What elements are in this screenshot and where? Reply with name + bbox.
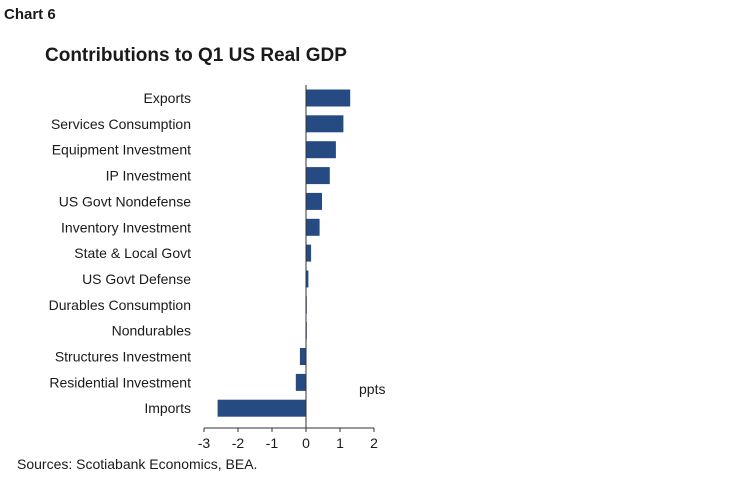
category-label: Durables Consumption xyxy=(49,297,191,313)
category-label: Exports xyxy=(144,90,191,106)
x-tick-label: -3 xyxy=(198,435,211,451)
category-label: State & Local Govt xyxy=(74,245,191,261)
bar xyxy=(306,218,320,236)
unit-label: ppts xyxy=(359,381,385,397)
bar xyxy=(306,115,344,133)
category-label: Residential Investment xyxy=(49,374,191,390)
bar xyxy=(306,244,312,262)
bar xyxy=(295,373,306,391)
category-label: Services Consumption xyxy=(51,116,191,132)
category-label: Nondurables xyxy=(112,323,191,339)
bar xyxy=(306,141,336,159)
category-label: US Govt Defense xyxy=(82,271,191,287)
chart-label: Chart 6 xyxy=(4,6,56,23)
bar xyxy=(306,167,330,185)
category-label: Imports xyxy=(144,400,191,416)
bar xyxy=(306,270,309,288)
x-tick-label: -2 xyxy=(232,435,245,451)
bar xyxy=(306,89,351,107)
category-label: IP Investment xyxy=(106,168,191,184)
chart-title: Contributions to Q1 US Real GDP xyxy=(45,45,347,66)
bar xyxy=(306,192,322,210)
x-tick-label: 1 xyxy=(336,435,344,451)
category-label: Equipment Investment xyxy=(52,142,191,158)
bar xyxy=(299,348,306,365)
x-tick-label: -1 xyxy=(266,435,279,451)
category-label: Inventory Investment xyxy=(61,219,191,235)
category-label: US Govt Nondefense xyxy=(59,193,192,209)
x-tick-label: 2 xyxy=(370,435,378,451)
sources-note: Sources: Scotiabank Economics, BEA. xyxy=(17,456,258,472)
bar xyxy=(217,399,306,417)
category-label: Structures Investment xyxy=(55,349,191,365)
x-tick-label: 0 xyxy=(302,435,310,451)
